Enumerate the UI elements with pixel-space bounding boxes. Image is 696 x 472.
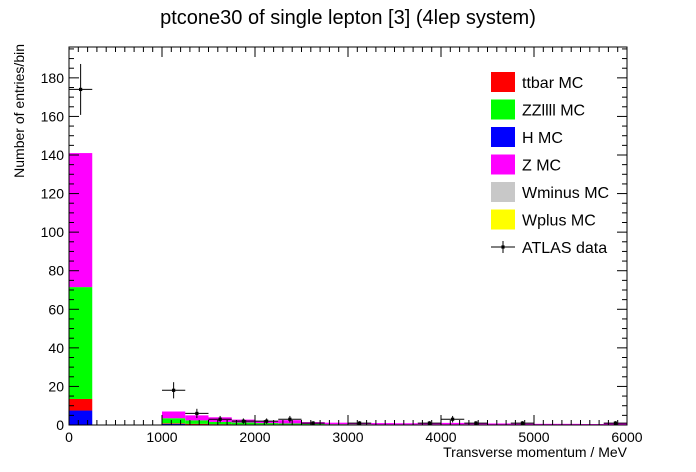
x-axis-label: Transverse momentum / MeV (443, 444, 628, 460)
legend-label: ttbar MC (522, 75, 583, 92)
bar-segment (441, 422, 465, 425)
bar-segment (162, 423, 186, 424)
y-tick-label: 160 (41, 108, 65, 124)
y-tick-label: 20 (48, 378, 64, 394)
legend-label: Z MC (522, 158, 561, 175)
bar-segment (69, 287, 93, 399)
bar-segment (69, 153, 93, 288)
y-tick-label: 0 (56, 417, 64, 433)
legend-swatch (491, 182, 515, 202)
x-tick-label: 0 (65, 429, 73, 445)
data-point (358, 421, 362, 425)
bar-segment (580, 424, 604, 425)
legend-label: ATLAS data (522, 240, 607, 257)
data-point (265, 419, 269, 423)
x-tick-label: 6000 (611, 429, 642, 445)
y-tick-label: 100 (41, 224, 65, 240)
legend-swatch (491, 127, 515, 147)
data-point (451, 417, 455, 421)
data-point (311, 421, 315, 425)
legend: ttbar MC ZZllll MC H MC Z MC Wminus MC Wplus … (491, 72, 609, 257)
x-tick-label: 1000 (146, 429, 177, 445)
bar-segment (162, 418, 186, 424)
bar-segment (185, 423, 209, 425)
x-tick-label: 2000 (239, 429, 270, 445)
bar-segment (69, 398, 93, 411)
legend-marker (501, 245, 505, 249)
data-point (427, 421, 431, 425)
bar-segment (487, 423, 511, 425)
bar-segment (69, 410, 93, 425)
bar-segment (371, 423, 395, 425)
legend-swatch (491, 209, 515, 230)
y-tick-label: 140 (41, 147, 65, 163)
legend-label: Wplus MC (522, 213, 596, 230)
data-point (79, 87, 83, 92)
bar-segment (324, 422, 348, 425)
bar-segment (208, 421, 232, 425)
data-point (241, 419, 245, 423)
y-axis-label: Number of entries/bin (11, 44, 27, 178)
bar-segment (278, 423, 302, 425)
x-axis: 0 1000 2000 3000 4000 5000 6000 (65, 47, 643, 445)
y-tick-label: 80 (48, 263, 64, 279)
y-axis: 0 20 40 60 80 100 120 140 160 180 (41, 48, 627, 433)
data-point (218, 417, 222, 421)
legend-label: H MC (522, 130, 563, 147)
y-tick-label: 180 (41, 70, 65, 86)
data-point (613, 421, 617, 425)
x-tick-label: 3000 (332, 429, 363, 445)
legend-swatch (491, 154, 515, 175)
y-tick-label: 120 (41, 186, 65, 202)
bar-segment (185, 420, 209, 424)
y-tick-label: 60 (48, 301, 64, 317)
legend-label: Wminus MC (522, 185, 609, 202)
data-points (69, 63, 627, 425)
bar-segment (557, 423, 581, 425)
x-tick-label: 5000 (518, 429, 549, 445)
legend-swatch (491, 72, 515, 92)
data-point (474, 421, 478, 425)
y-tick-label: 40 (48, 340, 64, 356)
bar-segment (394, 423, 418, 425)
x-tick-label: 4000 (425, 429, 456, 445)
legend-swatch (491, 99, 515, 120)
data-point (172, 388, 176, 392)
bar-segment (534, 423, 558, 425)
data-point (195, 411, 199, 416)
legend-label: ZZllll MC (522, 103, 585, 120)
bar-segment (162, 411, 186, 419)
data-point (520, 421, 524, 425)
chart-title: ptcone30 of single lepton [3] (4lep syst… (160, 7, 536, 29)
data-point (288, 417, 292, 421)
bar-segment (162, 423, 186, 425)
